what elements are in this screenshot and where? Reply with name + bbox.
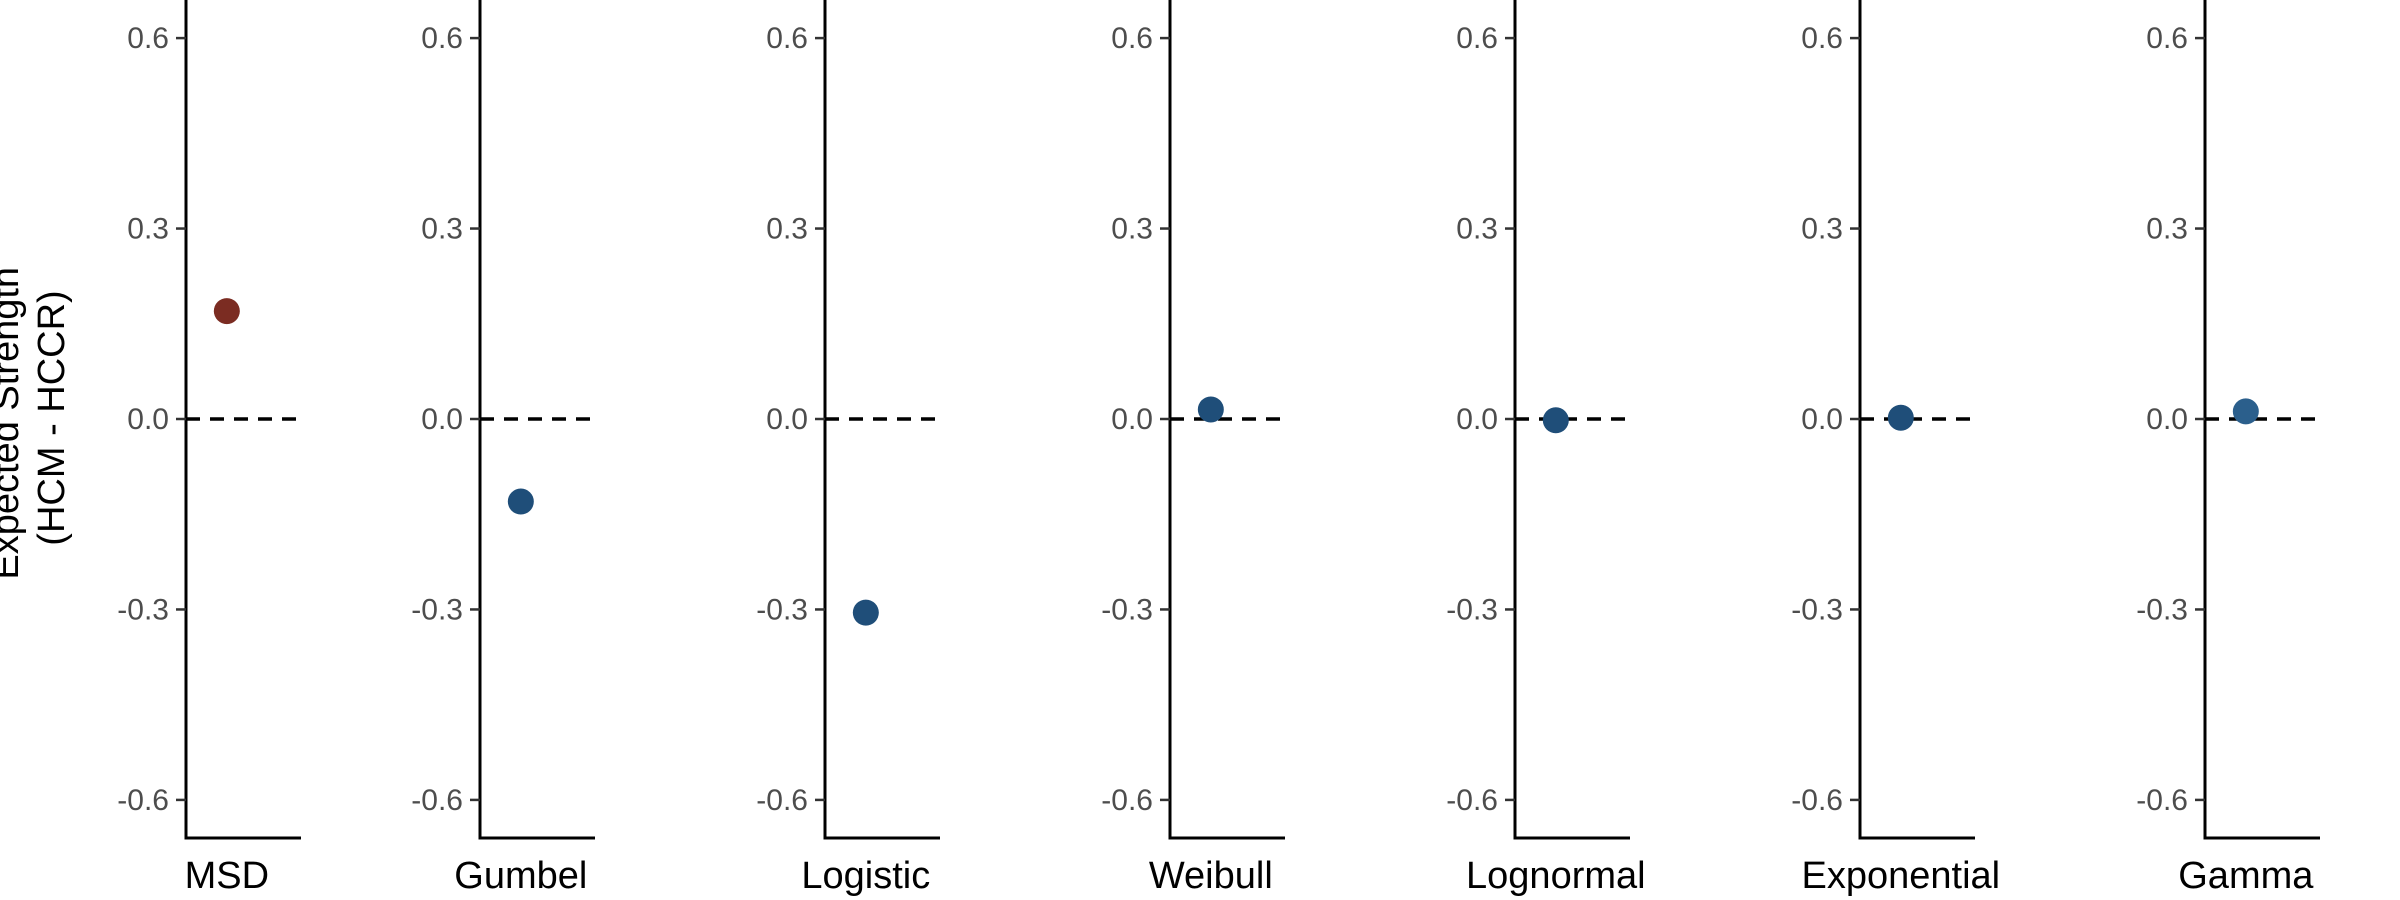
y-tick-label-msd: 0.6: [127, 22, 169, 55]
panel-gumbel: -0.6 -0.3 0.0 0.3 0.6 Gumbel: [411, 0, 595, 897]
data-point-gumbel: [507, 488, 534, 515]
panels: -0.6 -0.3 0.0 0.3 0.6 MSD -0.6 -0.3 0.0 0.3 0.6 Gum…: [117, 0, 2320, 897]
y-tick-label-gumbel: 0.3: [421, 213, 463, 246]
data-point-lognormal: [1542, 407, 1569, 434]
panel-gamma: -0.6 -0.3 0.0 0.3 0.6 Gamma: [2136, 0, 2320, 897]
y-tick-label-msd: -0.3: [117, 593, 169, 626]
data-point-exponential: [1887, 404, 1914, 431]
data-point-msd: [213, 298, 240, 325]
y-tick-label-lognormal: 0.3: [1456, 213, 1498, 246]
y-tick-label-weibull: 0.6: [1111, 22, 1153, 55]
y-tick-label-gamma: 0.0: [2146, 403, 2188, 436]
y-tick-label-lognormal: -0.6: [1446, 784, 1498, 817]
panel-label-gumbel: Gumbel: [454, 855, 587, 897]
data-point-weibull: [1197, 396, 1224, 423]
y-tick-label-exponential: 0.0: [1801, 403, 1843, 436]
panel-weibull: -0.6 -0.3 0.0 0.3 0.6 Weibull: [1101, 0, 1285, 897]
y-tick-label-gamma: 0.6: [2146, 22, 2188, 55]
y-tick-label-gamma: 0.3: [2146, 213, 2188, 246]
y-tick-label-msd: 0.0: [127, 403, 169, 436]
y-tick-label-weibull: -0.3: [1101, 593, 1153, 626]
y-tick-label-weibull: 0.0: [1111, 403, 1153, 436]
y-tick-label-lognormal: 0.6: [1456, 22, 1498, 55]
panel-label-weibull: Weibull: [1149, 855, 1273, 897]
y-tick-label-logistic: -0.6: [756, 784, 808, 817]
panel-logistic: -0.6 -0.3 0.0 0.3 0.6 Logistic: [756, 0, 940, 897]
data-point-logistic: [852, 599, 879, 626]
panel-label-msd: MSD: [185, 855, 269, 897]
panel-exponential: -0.6 -0.3 0.0 0.3 0.6 Exponential: [1791, 0, 2000, 897]
y-tick-label-weibull: -0.6: [1101, 784, 1153, 817]
y-axis-label: Expected Strength (HCM - HCCR): [0, 256, 73, 579]
y-tick-label-exponential: 0.3: [1801, 213, 1843, 246]
y-tick-label-exponential: 0.6: [1801, 22, 1843, 55]
panel-label-lognormal: Lognormal: [1466, 855, 1646, 897]
y-tick-label-logistic: 0.3: [766, 213, 808, 246]
y-tick-label-lognormal: -0.3: [1446, 593, 1498, 626]
y-tick-label-msd: -0.6: [117, 784, 169, 817]
y-axis-label-line-2: (HCM - HCCR): [31, 290, 73, 545]
y-tick-label-gumbel: 0.0: [421, 403, 463, 436]
data-point-gamma: [2232, 398, 2259, 425]
y-tick-label-gamma: -0.6: [2136, 784, 2188, 817]
panel-msd: -0.6 -0.3 0.0 0.3 0.6 MSD: [117, 0, 301, 897]
y-axis-label-line-1: Expected Strength: [0, 267, 27, 580]
panel-label-gamma: Gamma: [2178, 855, 2314, 897]
y-tick-label-gumbel: -0.6: [411, 784, 463, 817]
y-tick-label-weibull: 0.3: [1111, 213, 1153, 246]
y-tick-label-gumbel: 0.6: [421, 22, 463, 55]
y-tick-label-logistic: 0.0: [766, 403, 808, 436]
y-tick-label-logistic: -0.3: [756, 593, 808, 626]
y-tick-label-lognormal: 0.0: [1456, 403, 1498, 436]
y-tick-label-exponential: -0.6: [1791, 784, 1843, 817]
y-tick-label-exponential: -0.3: [1791, 593, 1843, 626]
panel-label-exponential: Exponential: [1802, 855, 2001, 897]
y-tick-label-gumbel: -0.3: [411, 593, 463, 626]
y-tick-label-logistic: 0.6: [766, 22, 808, 55]
panel-lognormal: -0.6 -0.3 0.0 0.3 0.6 Lognormal: [1446, 0, 1646, 897]
y-tick-label-msd: 0.3: [127, 213, 169, 246]
panel-label-logistic: Logistic: [801, 855, 930, 897]
y-tick-label-gamma: -0.3: [2136, 593, 2188, 626]
